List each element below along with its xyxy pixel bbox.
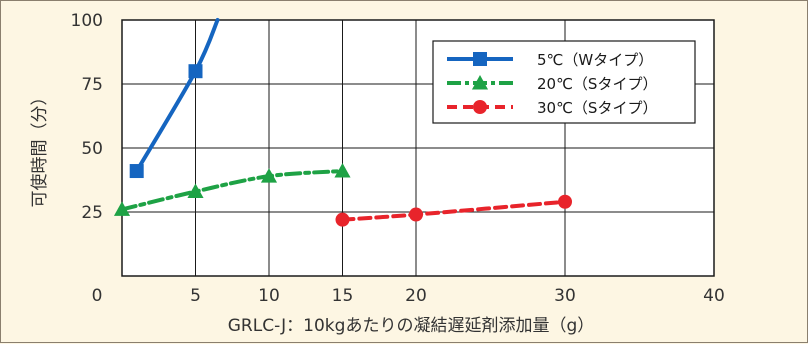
legend-label: 20℃（Sタイプ）: [537, 75, 657, 93]
y-tick-label: 100: [71, 11, 103, 31]
data-point-triangle: [334, 162, 351, 178]
y-axis-title: 可使時間（分）: [29, 89, 50, 208]
y-tick-labels: 25 50 75 100: [71, 11, 103, 223]
y-tick-label: 75: [81, 75, 103, 95]
x-tick-label: 10: [258, 286, 280, 306]
x-axis-title: GRLC-J：10kgあたりの凝結遅延剤添加量（g）: [228, 316, 594, 336]
x-tick-labels: 0 5 10 15 20 30 40: [92, 286, 725, 306]
series-layer: [113, 18, 572, 227]
data-point-triangle: [260, 168, 278, 183]
legend-label: 5℃（Wタイプ）: [537, 51, 653, 69]
x-tick-label: 30: [554, 286, 576, 306]
data-point-square: [473, 52, 487, 66]
y-tick-label: 25: [81, 203, 103, 223]
data-point-circle: [335, 212, 350, 227]
x-tick-label: 0: [92, 286, 103, 306]
x-tick-label: 15: [332, 286, 354, 306]
series-3: [335, 194, 572, 227]
x-tick-label: 20: [405, 286, 427, 306]
legend: 5℃（Wタイプ） 20℃（Sタイプ） 30℃（Sタイプ）: [432, 40, 696, 124]
data-point-triangle: [187, 183, 204, 198]
series-1: [129, 18, 220, 179]
data-point-circle: [558, 194, 572, 209]
series-line: [340, 199, 567, 222]
x-tick-label: 40: [703, 286, 725, 306]
legend-label: 30℃（Sタイプ）: [537, 99, 657, 117]
series-2: [113, 162, 351, 216]
legend-entry-1: 5℃（Wタイプ）: [447, 51, 653, 69]
series-line: [120, 169, 345, 212]
data-point-triangle: [113, 201, 131, 216]
data-point-circle: [409, 207, 423, 222]
data-point-square: [129, 164, 144, 179]
data-point-triangle: [471, 74, 489, 90]
x-tick-label: 5: [190, 286, 201, 306]
legend-entry-3: 30℃（Sタイプ）: [447, 99, 657, 117]
data-point-square: [188, 64, 203, 79]
data-point-circle: [473, 100, 487, 114]
y-tick-label: 50: [81, 139, 103, 159]
legend-entry-2: 20℃（Sタイプ）: [447, 74, 657, 93]
